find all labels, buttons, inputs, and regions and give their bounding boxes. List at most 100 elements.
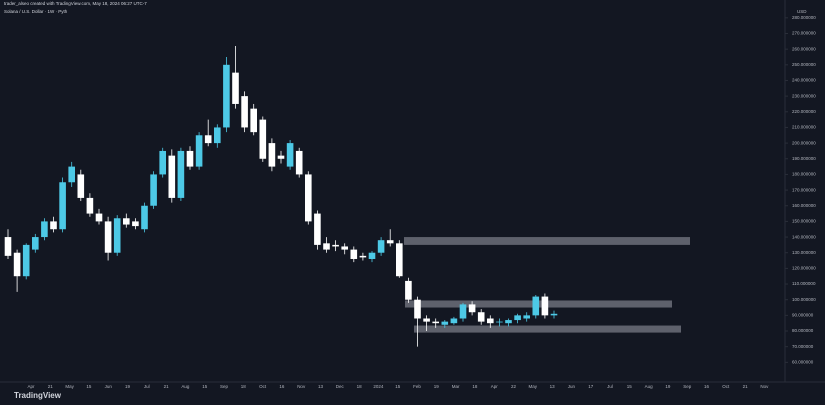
- y-tick-label: 60.000000: [792, 360, 814, 365]
- y-tick-label: 80.000000: [792, 328, 814, 333]
- candle-body: [177, 150, 185, 198]
- y-tick-label: 200.000000: [792, 140, 816, 145]
- candle-body: [496, 321, 503, 323]
- candle-body: [477, 312, 485, 322]
- x-tick-label: 21: [743, 384, 749, 389]
- x-tick-label: 15: [395, 384, 401, 389]
- x-tick-label: Jul: [607, 384, 613, 389]
- candle-body: [414, 299, 421, 319]
- y-tick-label: 180.000000: [792, 172, 816, 177]
- x-tick-label: 15: [627, 384, 633, 389]
- y-tick-label: 70.000000: [792, 344, 814, 349]
- zone: [404, 237, 690, 245]
- y-tick-label: 140.000000: [792, 234, 816, 239]
- x-tick-label: Nov: [760, 384, 769, 389]
- x-tick-label: Sep: [683, 384, 692, 389]
- x-tick-label: Aug: [181, 384, 190, 389]
- candle-body: [204, 135, 212, 144]
- candle-body: [550, 313, 558, 316]
- x-tick-label: May: [529, 384, 538, 389]
- brand: TradingView: [14, 391, 62, 400]
- x-tick-label: 13: [550, 384, 556, 389]
- candle-body: [396, 243, 403, 277]
- y-tick-label: 100.000000: [792, 297, 816, 302]
- candle-body: [359, 255, 367, 258]
- candle-body: [250, 108, 257, 133]
- candle-body: [150, 174, 157, 206]
- candle-body: [223, 64, 230, 128]
- symbol-line: Solana / U.S. Dollar · 1W · Pyth: [4, 9, 68, 14]
- candle-body: [232, 72, 239, 104]
- x-tick-label: 17: [588, 384, 594, 389]
- y-tick-label: 170.000000: [792, 187, 816, 192]
- x-tick-label: 13: [318, 384, 324, 389]
- candle-body: [95, 213, 103, 222]
- candle-body: [514, 315, 521, 321]
- candle-body: [541, 296, 549, 316]
- candle-body: [195, 135, 203, 167]
- candle-body: [86, 197, 94, 214]
- y-tick-label: 110.000000: [792, 281, 816, 286]
- candle-body: [432, 321, 439, 324]
- x-tick-label: Jun: [105, 384, 113, 389]
- x-tick-label: 19: [125, 384, 131, 389]
- x-tick-label: Oct: [722, 384, 730, 389]
- x-tick-label: Nov: [297, 384, 306, 389]
- candle-body: [423, 318, 430, 322]
- candle-body: [377, 240, 385, 253]
- x-tick-label: Feb: [413, 384, 421, 389]
- candle-body: [468, 304, 476, 313]
- candle-body: [77, 174, 85, 198]
- candle-body: [505, 320, 512, 324]
- candle-body: [259, 119, 267, 159]
- y-tick-label: 240.000000: [792, 78, 816, 83]
- y-tick-label: 280.000000: [792, 15, 816, 20]
- y-tick-label: 260.000000: [792, 46, 816, 51]
- candle-body: [532, 296, 540, 316]
- x-tick-label: May: [65, 384, 74, 389]
- candle-body: [286, 143, 294, 167]
- candle-body: [123, 218, 130, 225]
- zone: [414, 325, 681, 333]
- y-tick-label: 150.000000: [792, 219, 816, 224]
- candle-body: [68, 166, 75, 183]
- candle-body: [386, 240, 394, 244]
- y-tick-label: 160.000000: [792, 203, 816, 208]
- candle-body: [268, 143, 276, 167]
- candle-body: [50, 221, 57, 230]
- candle-body: [368, 252, 376, 259]
- y-tick-label: 210.000000: [792, 125, 816, 130]
- x-tick-label: 2024: [373, 384, 384, 389]
- candle-body: [350, 249, 358, 259]
- x-tick-label: Oct: [259, 384, 267, 389]
- candle-body: [32, 237, 39, 250]
- x-tick-label: 18: [472, 384, 478, 389]
- candle-body: [159, 150, 166, 175]
- y-tick-label: 130.000000: [792, 250, 816, 255]
- candle-body: [523, 315, 530, 319]
- y-tick-label: 250.000000: [792, 62, 816, 67]
- candle-body: [405, 280, 412, 300]
- x-tick-label: Jun: [568, 384, 576, 389]
- x-tick-label: 21: [164, 384, 170, 389]
- x-tick-label: 21: [48, 384, 54, 389]
- x-tick-label: 16: [704, 384, 710, 389]
- candle-body: [487, 318, 494, 324]
- candle-body: [141, 205, 148, 230]
- y-tick-label: 190.000000: [792, 156, 816, 161]
- y-tick-label: 90.000000: [792, 313, 814, 318]
- candle-body: [214, 127, 221, 144]
- x-tick-label: 16: [279, 384, 285, 389]
- author-line: trader_alseo created with TradingView.co…: [4, 1, 147, 6]
- x-tick-label: 15: [86, 384, 92, 389]
- candle-body: [132, 221, 139, 227]
- candle-body: [241, 96, 248, 128]
- x-tick-label: Mar: [452, 384, 460, 389]
- x-tick-label: 22: [511, 384, 517, 389]
- x-tick-label: 15: [202, 384, 208, 389]
- y-tick-label: 120.000000: [792, 266, 816, 271]
- candle-body: [113, 218, 121, 253]
